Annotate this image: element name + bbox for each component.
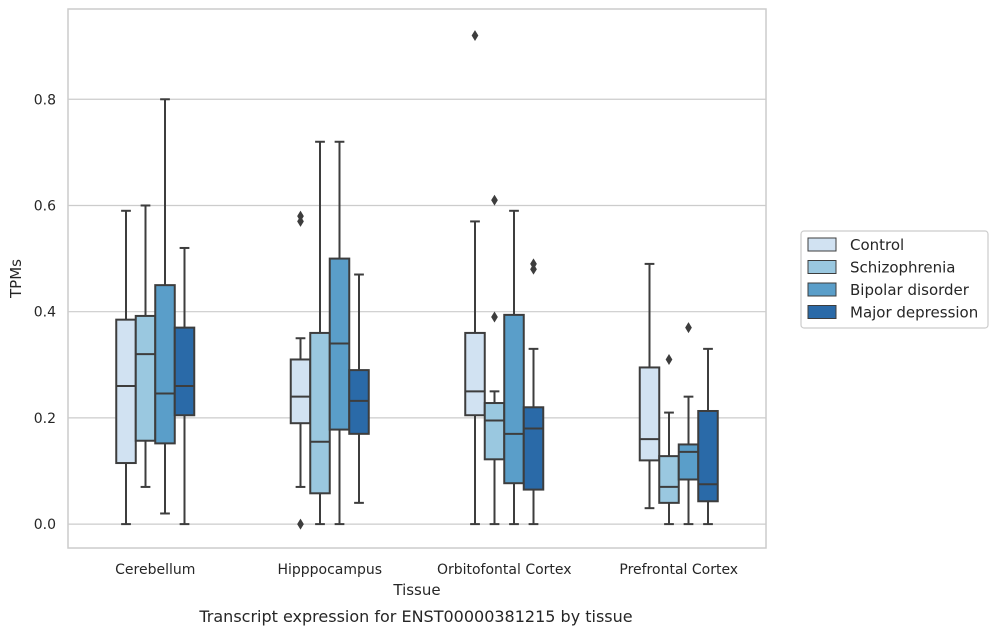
box-iqr [483,402,506,461]
box-iqr [173,326,196,417]
box-bipolar-disorder [503,209,525,526]
legend-frame [800,230,989,329]
box-iqr [464,331,486,417]
legend-swatch [807,305,837,319]
y-tick-label: 0.4 [34,305,56,321]
outlier-point [685,322,692,334]
x-tick-label: Orbitofontal Cortex [437,562,572,578]
box-control [115,209,137,526]
box-control [289,210,312,530]
box-iqr [658,455,680,504]
box-control [464,30,486,526]
box-iqr [503,313,525,485]
legend-label: Bipolar disorder [850,281,970,299]
box-bipolar-disorder [154,98,176,515]
y-tick-label: 0.0 [34,517,56,533]
x-tick-label: Prefrontal Cortex [619,562,738,578]
box-schizophrenia [658,354,680,526]
box-iqr [134,314,157,442]
legend-swatch [807,237,837,252]
y-tick-labels: 0.0 0.2 0.4 0.6 0.8 [34,92,56,533]
box-major-depression [697,347,719,526]
box-schizophrenia [309,140,331,526]
box-schizophrenia [483,194,506,526]
y-tick-label: 0.6 [34,198,56,214]
box-iqr [697,409,719,503]
outlier-point [297,210,304,222]
x-tick-label: Hipppocampus [277,562,382,578]
outlier-point [530,258,537,270]
legend: Control Schizophrenia Bipolar disorder Majo… [800,230,989,329]
boxes [115,30,719,530]
outlier-point [665,354,673,365]
x-tick-labels: Cerebellum Hipppocampus Orbitofontal Corte… [115,562,738,578]
legend-swatch [807,282,837,297]
box-iqr [289,358,312,425]
plot-frame [67,8,767,549]
box-iqr [522,406,545,491]
box-iqr [348,369,370,435]
x-axis-title: Tissue [392,581,440,599]
box-bipolar-disorder [328,140,351,526]
legend-label: Major depression [850,304,978,322]
legend-swatch [807,260,837,274]
y-tick-label: 0.8 [34,92,56,108]
chart-caption: Transcript expression for ENST0000038121… [198,607,632,626]
y-axis-title: TPMs [7,259,25,299]
x-tick-label: Cerebellum [115,562,195,578]
outlier-point [491,194,498,206]
y-tick-label: 0.2 [34,411,56,427]
box-major-depression [173,246,196,526]
legend-label: Schizophrenia [850,259,955,277]
box-iqr [638,366,661,462]
box-iqr [115,318,137,465]
box-schizophrenia [134,204,157,488]
box-bipolar-disorder [677,322,700,526]
outlier-point [297,518,304,530]
outlier-point [471,30,479,42]
box-iqr [309,331,331,495]
box-major-depression [348,273,370,504]
legend-label: Control [850,236,904,254]
box-major-depression [522,258,545,526]
outlier-point [491,311,498,323]
box-control [638,262,661,510]
box-iqr [154,284,176,445]
box-iqr [677,443,700,481]
